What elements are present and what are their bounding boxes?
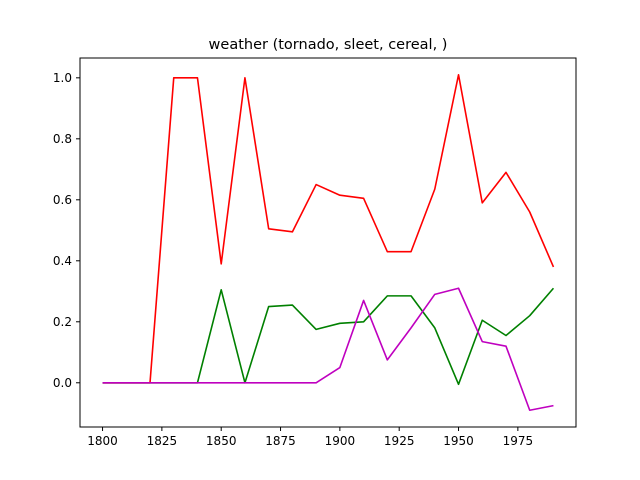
series-line-3 [102, 287, 554, 412]
x-tick-label: 1800 [87, 434, 118, 448]
x-tick-label: 1825 [147, 434, 178, 448]
y-axis: 0.0 0.2 0.4 0.6 0.8 1.0 [53, 71, 80, 390]
y-tick-label: 0.6 [53, 193, 72, 207]
y-tick-label: 0.4 [53, 254, 72, 268]
series-line-1 [102, 73, 555, 384]
x-tick-label: 1850 [206, 434, 237, 448]
x-tick-label: 1975 [503, 434, 534, 448]
y-tick-label: 0.8 [53, 132, 72, 146]
x-axis: 1800 1825 1850 1875 1900 1925 1950 1975 [87, 427, 533, 448]
x-tick-label: 1925 [384, 434, 415, 448]
y-tick-label: 0.0 [53, 376, 72, 390]
chart-title: weather (tornado, sleet, cereal, ) [209, 37, 448, 53]
series-line-2 [102, 287, 555, 386]
x-tick-label: 1875 [265, 434, 296, 448]
x-tick-label: 1950 [443, 434, 474, 448]
series-layer [102, 73, 555, 412]
y-tick-label: 1.0 [53, 71, 72, 85]
x-tick-label: 1900 [325, 434, 356, 448]
y-tick-label: 0.2 [53, 315, 72, 329]
plot-area-frame [79, 57, 577, 428]
